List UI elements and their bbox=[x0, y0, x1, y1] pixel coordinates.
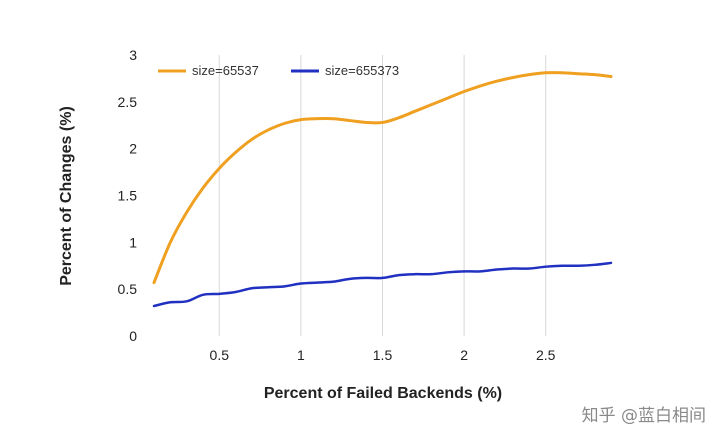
legend-label: size=65537 bbox=[192, 63, 259, 78]
watermark-text: 知乎 @蓝白相间 bbox=[582, 406, 706, 426]
y-tick-label: 2 bbox=[129, 141, 137, 157]
series-lines bbox=[152, 71, 613, 308]
y-axis-title: Percent of Changes (%) bbox=[58, 106, 75, 286]
x-axis-title: Percent of Failed Backends (%) bbox=[264, 385, 502, 402]
y-tick-label: 3 bbox=[129, 47, 137, 63]
x-tick-label: 2.5 bbox=[536, 347, 556, 363]
legend-label: size=655373 bbox=[325, 63, 399, 78]
x-tick-labels: 0.5 1 1.5 2 2.5 bbox=[210, 347, 556, 363]
legend: size=65537 size=655373 bbox=[158, 63, 399, 78]
series-line-2 bbox=[152, 261, 613, 308]
y-tick-label: 2.5 bbox=[118, 94, 138, 110]
y-tick-label: 0.5 bbox=[118, 281, 138, 297]
x-tick-label: 0.5 bbox=[210, 347, 230, 363]
x-tick-label: 2 bbox=[460, 347, 468, 363]
y-tick-labels: 0 0.5 1 1.5 2 2.5 3 bbox=[118, 47, 138, 344]
series-line-1 bbox=[152, 71, 613, 285]
y-tick-label: 1 bbox=[129, 234, 137, 250]
grid-lines bbox=[218, 55, 547, 336]
y-tick-label: 0 bbox=[129, 328, 137, 344]
x-tick-label: 1.5 bbox=[373, 347, 393, 363]
x-tick-label: 1 bbox=[297, 347, 305, 363]
y-tick-label: 1.5 bbox=[118, 188, 138, 204]
